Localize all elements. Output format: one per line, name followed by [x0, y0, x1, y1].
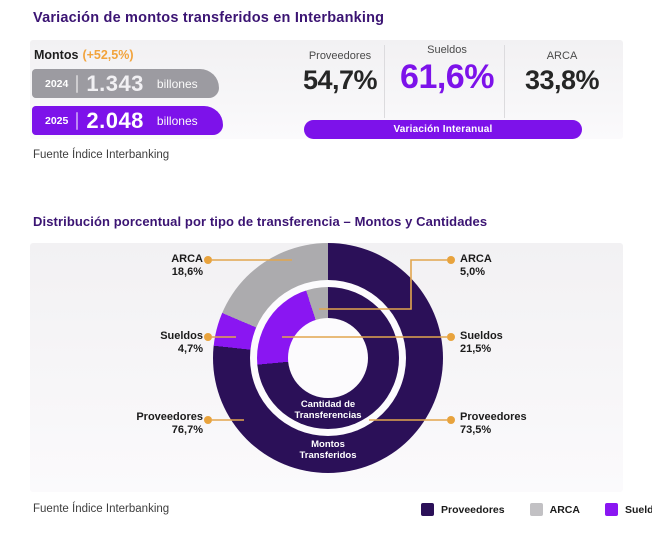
callout-proveedores-inner-value: 73,5%: [460, 424, 492, 436]
stat-arca: ARCA 33,8%: [507, 50, 617, 96]
section2-title: Distribución porcentual por tipo de tran…: [33, 214, 488, 229]
stat-sueldos-value: 61,6%: [400, 58, 494, 96]
donut-hole: [288, 318, 368, 398]
chart-legend: Proveedores ARCA Sueldos: [421, 503, 652, 516]
column-divider-2: [504, 45, 505, 118]
section1-title: Variación de montos transferidos en Inte…: [33, 10, 385, 26]
source-note-2: Fuente Índice Interbanking: [33, 503, 170, 515]
stat-proveedores-label: Proveedores: [308, 50, 372, 62]
variacion-interanual-banner: Variación Interanual: [304, 120, 582, 139]
legend-swatch-sueldos: [604, 503, 618, 516]
callout-proveedores-inner: Proveedores 73,5%: [460, 411, 610, 437]
stat-arca-value: 33,8%: [524, 65, 600, 95]
stat-proveedores-value: 54,7%: [302, 65, 378, 95]
source-note-1: Fuente Índice Interbanking: [33, 149, 170, 161]
bar-2025-unit: billones: [156, 113, 198, 128]
callout-sueldos-inner-value: 21,5%: [460, 343, 492, 355]
bar-2024-unit: billones: [156, 76, 198, 91]
callout-arca-inner: ARCA 5,0%: [460, 253, 610, 279]
stat-proveedores: Proveedores 54,7%: [285, 50, 395, 96]
legend-label-sueldos: Sueldos: [624, 503, 652, 516]
variation-card: Montos (+52,5%) 2024 1.343 billones 2025 …: [30, 40, 623, 139]
bar-2024-value: 1.343: [86, 70, 144, 96]
outer-ring-title: Montos Transferidos: [299, 439, 357, 461]
callout-sueldos-outer-label: Sueldos: [160, 330, 203, 342]
inner-ring-title: Cantidad de Transferencias: [294, 399, 362, 421]
legend-label-arca: ARCA: [549, 503, 580, 516]
callout-dot-proveedores-inner: [447, 416, 455, 424]
callout-arca-inner-label: ARCA: [460, 253, 492, 265]
stat-sueldos-label: Sueldos: [427, 44, 467, 56]
legend-label-proveedores: Proveedores: [441, 503, 505, 516]
stat-sueldos: Sueldos 61,6%: [390, 44, 504, 97]
callout-proveedores-outer-value: 76,7%: [171, 424, 203, 436]
bar-2025-value: 2.048: [86, 107, 144, 133]
callout-dot-sueldos-inner: [447, 333, 455, 341]
bar-2024-separator: [76, 74, 79, 93]
callout-dot-proveedores-outer: [204, 416, 212, 424]
stat-arca-label: ARCA: [546, 50, 578, 62]
callout-sueldos-outer-value: 4,7%: [177, 343, 203, 355]
column-divider-1: [384, 45, 385, 118]
bar-2025-separator: [76, 111, 79, 130]
bar-2025-year: 2025: [45, 114, 69, 127]
callout-proveedores-outer-label: Proveedores: [136, 411, 203, 423]
callout-arca-outer-value: 18,6%: [171, 266, 203, 278]
callout-arca-outer-label: ARCA: [171, 253, 203, 265]
montos-change: (+52,5%): [82, 48, 134, 62]
legend-item-sueldos: Sueldos: [604, 503, 652, 516]
callout-proveedores-inner-label: Proveedores: [460, 411, 527, 423]
bar-2024: 2024 1.343 billones: [32, 69, 219, 98]
bar-2025: 2025 2.048 billones: [32, 106, 223, 135]
bar-2024-year: 2024: [45, 77, 69, 90]
callout-dot-arca-outer: [204, 256, 212, 264]
donut-card: Cantidad de Transferencias Montos Transf…: [30, 243, 623, 492]
legend-swatch-proveedores: [421, 503, 434, 516]
callout-sueldos-outer: Sueldos 4,7%: [53, 330, 203, 356]
legend-swatch-arca: [529, 503, 543, 516]
callout-sueldos-inner-label: Sueldos: [460, 330, 503, 342]
montos-line: Montos (+52,5%): [34, 48, 134, 62]
montos-label: Montos: [34, 48, 79, 62]
callout-proveedores-outer: Proveedores 76,7%: [53, 411, 203, 437]
callout-arca-outer: ARCA 18,6%: [53, 253, 203, 279]
legend-item-proveedores: Proveedores: [421, 503, 505, 516]
callout-dot-arca-inner: [447, 256, 455, 264]
callout-sueldos-inner: Sueldos 21,5%: [460, 330, 610, 356]
legend-item-arca: ARCA: [529, 503, 580, 516]
callout-dot-sueldos-outer: [204, 333, 212, 341]
callout-arca-inner-value: 5,0%: [460, 266, 486, 278]
